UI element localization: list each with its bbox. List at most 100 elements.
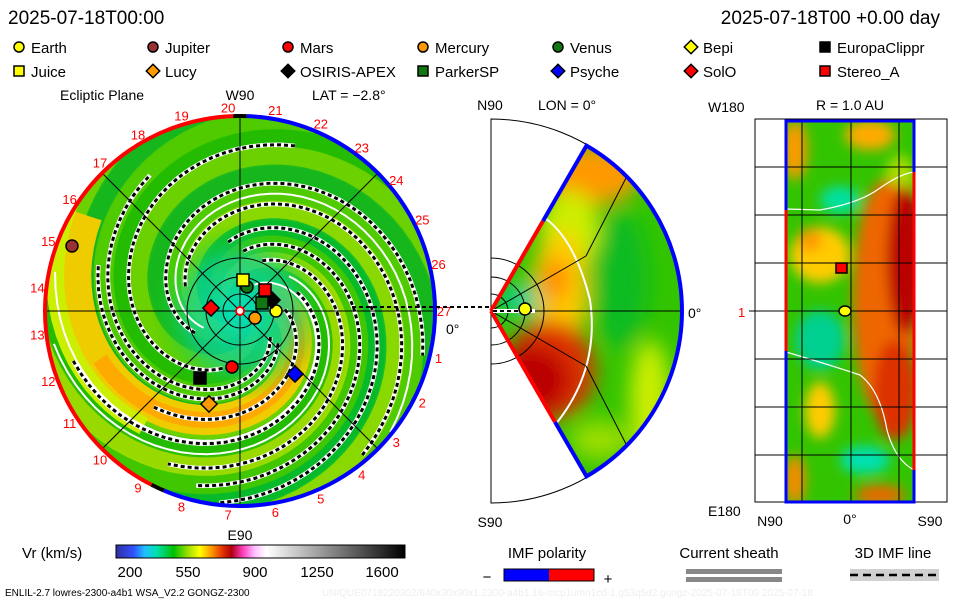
carrington-label: 25 [415,212,429,227]
imf-line-label: 3D IMF line [855,545,932,562]
europaclippr-marker [193,371,207,385]
imf-negative-swatch [504,569,549,581]
colorbar-tick: 1600 [365,564,398,581]
parkersp-legend-marker [417,65,429,77]
carrington-label: 16 [62,192,76,207]
carrington-label: 5 [317,491,324,506]
carrington-label: 1 [435,351,442,366]
legend-label-mercury: Mercury [435,40,490,57]
colorbar-gradient [115,544,406,559]
carrington-label: 19 [174,109,188,124]
juice-marker [236,273,250,287]
w90-label: W90 [226,87,255,103]
imf-polarity-ring [43,114,437,508]
legend-label-bepi: Bepi [703,40,733,57]
sphere-panel: W180 R = 1.0 AU E180 N90 0° S90 1 [708,97,948,529]
solo-legend-marker [683,63,699,79]
meridional-panel: N90 LON = 0° S90 0° [477,97,701,530]
w180-label: W180 [708,99,745,115]
lucy-legend-marker [145,63,161,79]
legend-label-europaclippr: EuropaClippr [837,40,925,57]
solo-marker [201,298,221,318]
model-info: ENLIL-2.7 lowres-2300-a4b1 WSA_V2.2 GONG… [5,588,250,599]
carrington-label: 21 [268,103,282,118]
jupiter-marker [65,239,79,253]
model-time: 2025-07-18T00:00 [8,8,164,29]
parkersp-marker [255,296,269,310]
colorbar-tick: 900 [242,564,267,581]
imf-polarity-key: IMF polarity − + [483,545,613,588]
legend-label-parkersp: ParkerSP [435,64,499,81]
current-sheath-label: Current sheath [679,545,778,562]
s90-x-label: S90 [918,513,943,529]
current-sheath-key: Current sheath [679,545,782,582]
forecast-time: 2025-07-18T00 +0.00 day [721,8,941,29]
bepi-legend-marker [683,39,699,55]
legend-label-mars: Mars [300,40,333,57]
legend-label-earth: Earth [31,40,67,57]
lucy-marker [199,394,219,414]
imf-plus: + [604,571,613,588]
0deg-x-label: 0° [843,511,856,527]
mercury-legend-marker [417,41,429,53]
legend-label-jupiter: Jupiter [165,40,210,57]
psyche-legend-marker [550,63,566,79]
carrington-label: 17 [93,156,107,171]
imf-label: IMF polarity [508,545,587,562]
earth-marker-meridional [518,302,532,316]
carrington-label: 8 [178,499,185,514]
earth-marker-sphere [838,305,852,317]
psyche-marker [285,364,305,384]
carrington-label: 15 [41,234,55,249]
colorbar-tick: 550 [175,564,200,581]
juice-legend-marker [13,65,25,77]
carrington-label: 2 [419,396,426,411]
n90-x-label: N90 [757,513,783,529]
sun-icon [235,306,245,316]
e180-label: E180 [708,503,741,519]
imf-positive-swatch [549,569,594,581]
carrington-label: 12 [41,374,55,389]
stereo-a-marker-sphere [835,262,848,274]
europaclippr-legend-marker [819,41,831,53]
ecliptic-title: Ecliptic Plane [60,87,144,103]
carrington-label: 14 [30,280,44,295]
legend-label-osiris-apex: OSIRIS-APEX [300,64,396,81]
legend-label-lucy: Lucy [165,64,197,81]
mercury-marker [248,311,262,325]
earth-legend-marker [13,41,25,53]
mars-marker [225,360,239,374]
carrington-label: 9 [134,481,141,496]
ecliptic-panel: Ecliptic Plane W90 LAT = −2.8° E90 0° 12… [30,87,459,543]
carrington-label: 13 [30,328,44,343]
stereo-a-legend-marker [819,65,831,77]
carrington-label: 7 [224,508,231,523]
carrington-label: 26 [431,257,445,272]
e90-label: E90 [228,527,253,543]
n90-label: N90 [477,97,503,113]
vr-colorbar: Vr (km/s) 200 550 900 1250 1600 [22,544,406,581]
carrington-label: 20 [221,100,235,115]
osiris-apex-legend-marker [280,63,296,79]
stereo-a-marker [258,283,272,297]
carrington-label: 4 [358,468,365,483]
legend-label-venus: Venus [570,40,612,57]
ecliptic-0deg-label: 0° [446,321,459,337]
lat-label: LAT = −2.8° [312,87,386,103]
legend-label-solo: SolO [703,64,736,81]
carrington-label: 11 [63,416,77,431]
imf-minus: − [483,569,492,586]
lon-label: LON = 0° [538,97,596,113]
carrington-label: 23 [355,140,369,155]
venus-legend-marker [552,41,564,53]
carrington-label: 22 [314,117,328,132]
s90-label: S90 [478,514,503,530]
colorbar-tick: 200 [117,564,142,581]
spacecraft-markers [65,239,305,414]
colorbar-label: Vr (km/s) [22,545,82,562]
carrington-label: 3 [393,435,400,450]
earth-row-label: 1 [738,305,745,320]
legend-label-stereo-a: Stereo_A [837,64,900,81]
